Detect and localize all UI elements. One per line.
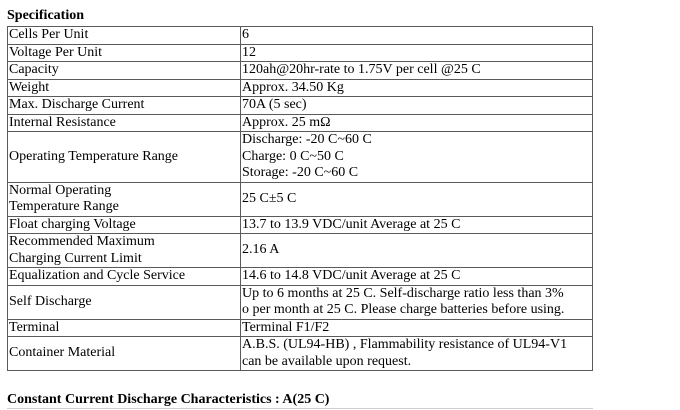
spec-label-cell: Float charging Voltage xyxy=(7,215,241,234)
spec-label-cell: Recommended Maximum Charging Current Limi… xyxy=(7,233,241,268)
spec-value-cell: 25 C±5 C xyxy=(240,181,593,217)
spec-row: Container Material A.B.S. (UL94-HB) , Fla… xyxy=(7,336,593,371)
spec-label-text: Capacity xyxy=(9,62,59,77)
spec-label-cell: Operating Temperature Range xyxy=(7,131,241,183)
spec-label-cell: Weight xyxy=(7,78,241,97)
spec-row: Voltage Per Unit 12 xyxy=(7,43,593,62)
spec-value-cell: 14.6 to 14.8 VDC/unit Average at 25 C xyxy=(240,267,593,286)
spec-label-text: Container Material xyxy=(9,345,116,361)
spec-label-cell: Terminal xyxy=(7,318,241,337)
spec-value-cell: 120ah@20hr-rate to 1.75V per cell @25 C xyxy=(240,61,593,80)
spec-value-cell: Up to 6 months at 25 C. Self-discharge r… xyxy=(240,284,593,320)
spec-value-text: Discharge: -20 C~60 C xyxy=(242,132,372,147)
spec-value-text: 25 C±5 C xyxy=(242,190,297,206)
spec-label-cell: Container Material xyxy=(7,336,241,371)
spec-row: Weight Approx. 34.50 Kg xyxy=(7,78,593,97)
spec-value-text: 13.7 to 13.9 VDC/unit Average at 25 C xyxy=(242,216,461,232)
section-divider xyxy=(7,408,593,409)
spec-value-text: Charge: 0 C~50 C xyxy=(242,148,344,164)
spec-label-text: Normal Operating xyxy=(9,182,112,198)
spec-label-text: Weight xyxy=(9,79,50,95)
spec-value-text: 14.6 to 14.8 VDC/unit Average at 25 C xyxy=(242,268,461,283)
spec-label-cell: Equalization and Cycle Service xyxy=(7,267,241,286)
spec-label-text: Voltage Per Unit xyxy=(9,44,103,60)
spec-label-text: Max. Discharge Current xyxy=(9,97,145,112)
spec-row: Cells Per Unit 6 xyxy=(7,26,593,45)
spec-value-text: 2.16 A xyxy=(242,242,280,258)
spec-value-cell: 6 xyxy=(240,26,593,45)
spec-label-text: Self Discharge xyxy=(9,293,92,309)
spec-value-cell: Approx. 34.50 Kg xyxy=(240,78,593,97)
spec-label-text: Internal Resistance xyxy=(9,114,116,130)
spec-label-cell: Cells Per Unit xyxy=(7,26,241,45)
spec-label-text: Cells Per Unit xyxy=(9,27,89,42)
discharge-characteristics-heading: Constant Current Discharge Characteristi… xyxy=(7,392,330,407)
spec-value-cell: Discharge: -20 C~60 C Charge: 0 C~50 C Sto… xyxy=(240,131,593,183)
spec-label-text: Terminal xyxy=(9,319,60,335)
spec-row: Normal Operating Temperature Range 25 C±5 … xyxy=(7,181,593,217)
spec-value-cell: Terminal F1/F2 xyxy=(240,318,593,337)
spec-label-text: Float charging Voltage xyxy=(9,216,136,232)
spec-row: Recommended Maximum Charging Current Limi… xyxy=(7,233,593,268)
spec-label-text: Recommended Maximum xyxy=(9,234,155,250)
spec-value-text: Approx. 25 mΩ xyxy=(242,114,331,130)
spec-value-cell: 12 xyxy=(240,43,593,62)
spec-value-text: Up to 6 months at 25 C. Self-discharge r… xyxy=(242,285,564,301)
spec-label-text: Equalization and Cycle Service xyxy=(9,268,186,283)
spec-label-cell: Self Discharge xyxy=(7,284,241,320)
spec-value-cell: 2.16 A xyxy=(240,233,593,268)
spec-value-text: o per month at 25 C. Please charge batte… xyxy=(242,302,565,317)
spec-value-text: Terminal F1/F2 xyxy=(242,319,330,335)
spec-label-cell: Internal Resistance xyxy=(7,113,241,132)
spec-row: Capacity 120ah@20hr-rate to 1.75V per cel… xyxy=(7,61,593,80)
spec-row: Max. Discharge Current 70A (5 sec) xyxy=(7,96,593,115)
spec-value-cell: 13.7 to 13.9 VDC/unit Average at 25 C xyxy=(240,215,593,234)
specification-table-body: Cells Per Unit 6 Voltage Per Unit 12 Capacit… xyxy=(7,26,593,371)
spec-row: Equalization and Cycle Service 14.6 to 14… xyxy=(7,267,593,286)
spec-value-text: Storage: -20 C~60 C xyxy=(242,165,359,180)
spec-value-text: Approx. 34.50 Kg xyxy=(242,79,344,95)
specification-heading: Specification xyxy=(7,8,84,23)
spec-value-text: 120ah@20hr-rate to 1.75V per cell @25 C xyxy=(242,62,481,77)
spec-value-text: A.B.S. (UL94-HB) , Flammability resistan… xyxy=(242,337,568,353)
spec-label-cell: Voltage Per Unit xyxy=(7,43,241,62)
spec-value-text: 6 xyxy=(242,27,249,42)
spec-value-cell: 70A (5 sec) xyxy=(240,96,593,115)
spec-value-text: can be available upon request. xyxy=(242,353,412,369)
spec-row: Self Discharge Up to 6 months at 25 C. Se… xyxy=(7,284,593,320)
spec-row: Operating Temperature Range Discharge: -2… xyxy=(7,131,593,183)
spec-label-cell: Max. Discharge Current xyxy=(7,96,241,115)
spec-row: Float charging Voltage 13.7 to 13.9 VDC/u… xyxy=(7,215,593,234)
spec-value-cell: A.B.S. (UL94-HB) , Flammability resistan… xyxy=(240,336,593,371)
spec-label-text: Charging Current Limit xyxy=(9,250,142,266)
spec-label-cell: Normal Operating Temperature Range xyxy=(7,181,241,217)
spec-label-text: Temperature Range xyxy=(9,199,119,214)
spec-value-text: 12 xyxy=(242,44,256,60)
spec-value-cell: Approx. 25 mΩ xyxy=(240,113,593,132)
spec-row: Terminal Terminal F1/F2 xyxy=(7,318,593,337)
specification-table: Cells Per Unit 6 Voltage Per Unit 12 Capacit… xyxy=(7,26,593,371)
spec-value-text: 70A (5 sec) xyxy=(242,97,307,112)
spec-row: Internal Resistance Approx. 25 mΩ xyxy=(7,113,593,132)
spec-label-cell: Capacity xyxy=(7,61,241,80)
spec-label-text: Operating Temperature Range xyxy=(9,148,179,164)
